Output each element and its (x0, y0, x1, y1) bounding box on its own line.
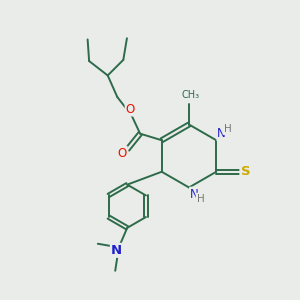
Text: N: N (111, 244, 122, 257)
Text: N: N (217, 127, 226, 140)
Text: CH₃: CH₃ (182, 90, 200, 100)
Text: H: H (196, 194, 204, 204)
Text: N: N (190, 188, 199, 201)
Text: H: H (224, 124, 231, 134)
Text: O: O (118, 147, 127, 160)
Text: O: O (126, 103, 135, 116)
Text: S: S (241, 165, 250, 178)
